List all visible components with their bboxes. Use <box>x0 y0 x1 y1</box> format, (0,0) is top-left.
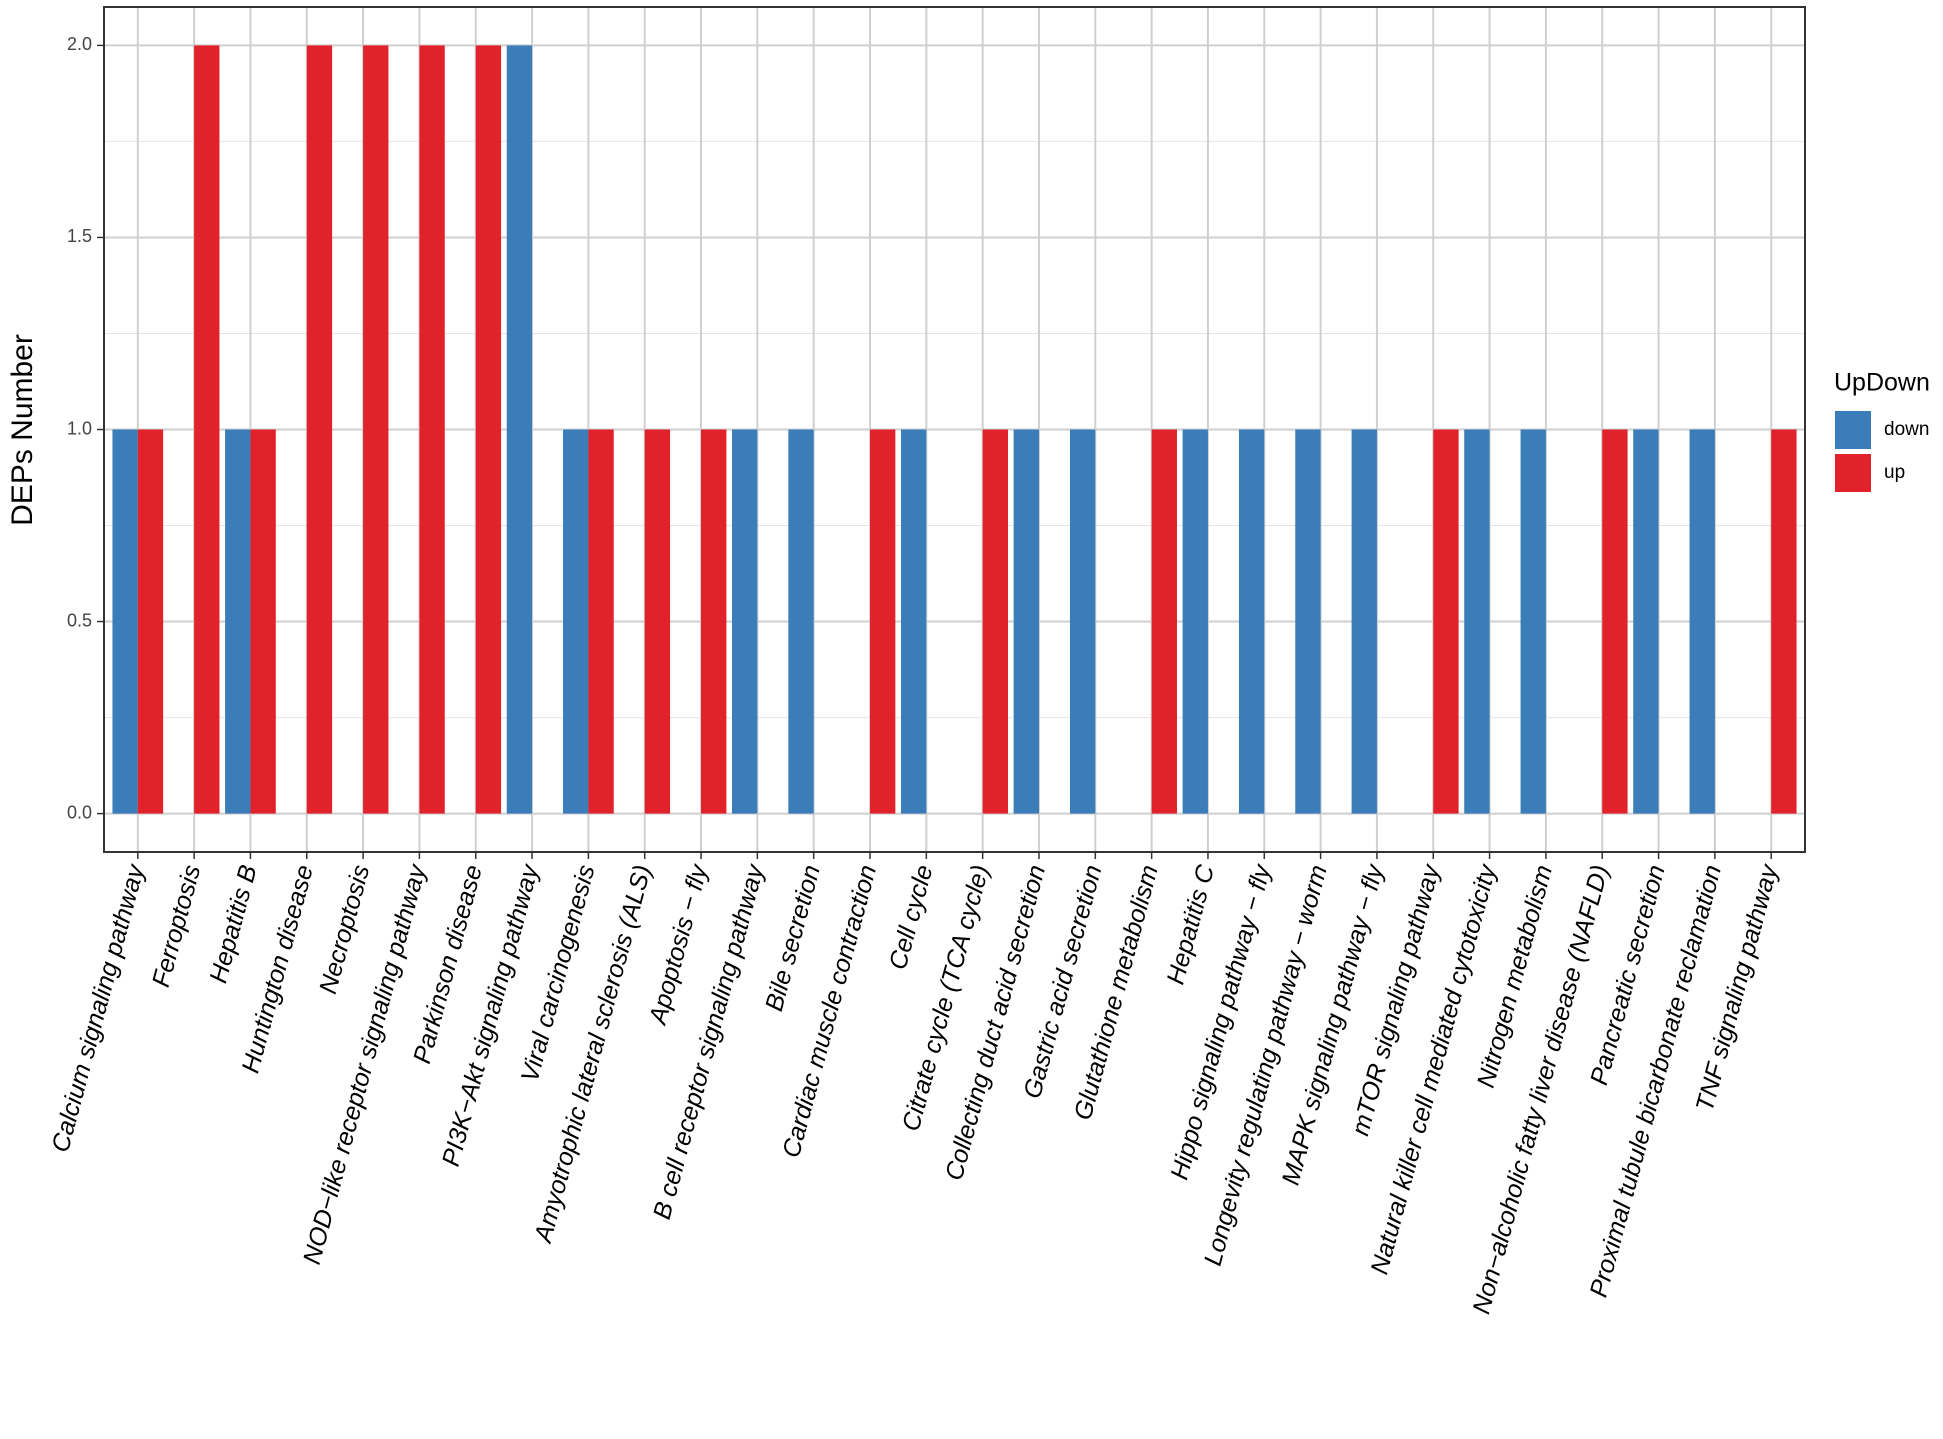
bar <box>1433 429 1459 814</box>
x-tick-label: B cell receptor signaling pathway <box>648 861 770 1223</box>
bar <box>870 429 896 814</box>
bar <box>419 45 445 814</box>
y-axis-title: DEPs Number <box>6 334 39 526</box>
bar <box>506 45 533 814</box>
y-tick-label: 1.5 <box>67 226 92 246</box>
bar <box>900 429 927 814</box>
legend-title: UpDown <box>1834 369 1930 397</box>
bar <box>732 429 758 814</box>
bar <box>1013 429 1039 814</box>
x-tick-label: Calcium signaling pathway <box>46 861 150 1156</box>
x-tick-label: Bile secretion <box>760 862 826 1014</box>
y-tick-label: 0.0 <box>67 802 92 822</box>
bar <box>982 429 1009 814</box>
bar <box>194 45 220 814</box>
bar <box>1351 429 1377 814</box>
y-tick-label: 1.0 <box>67 418 92 438</box>
legend-label: down <box>1884 419 1929 440</box>
legend-key <box>1833 452 1873 494</box>
bar <box>1633 429 1659 814</box>
bar <box>225 429 251 814</box>
bar <box>1771 429 1797 814</box>
x-tick-label: Ferroptosis <box>147 862 206 990</box>
x-tick-label: Necroptosis <box>314 862 375 997</box>
bar <box>1689 429 1715 814</box>
legend-label: up <box>1884 462 1905 483</box>
bar <box>1151 429 1177 814</box>
y-tick-label: 2.0 <box>67 34 92 54</box>
bar <box>1295 429 1321 814</box>
bar <box>363 45 389 814</box>
bar <box>475 45 502 814</box>
bar <box>1069 429 1096 814</box>
bar <box>1238 429 1265 814</box>
bar <box>563 429 589 814</box>
x-tick-label: NOD−like receptor signaling pathway <box>298 861 432 1268</box>
legend-key <box>1833 409 1873 451</box>
bar <box>788 429 814 814</box>
bar <box>1464 429 1490 814</box>
bar <box>701 429 727 814</box>
bar <box>112 429 138 814</box>
x-tick-label: Hepatitis B <box>204 862 262 986</box>
bar <box>644 429 671 814</box>
x-tick-label: Hepatitis C <box>1161 861 1220 987</box>
plot-border <box>103 6 1806 853</box>
y-tick-label: 0.5 <box>67 610 92 630</box>
bar <box>250 429 276 814</box>
x-tick-label: Cell cycle <box>884 862 939 973</box>
bar <box>588 429 614 814</box>
bar <box>1602 429 1628 814</box>
bar <box>1520 429 1546 814</box>
x-tick-label: Apoptosis − fly <box>643 861 713 1029</box>
bar <box>1182 429 1208 814</box>
bar <box>306 45 333 814</box>
bar <box>137 429 164 814</box>
